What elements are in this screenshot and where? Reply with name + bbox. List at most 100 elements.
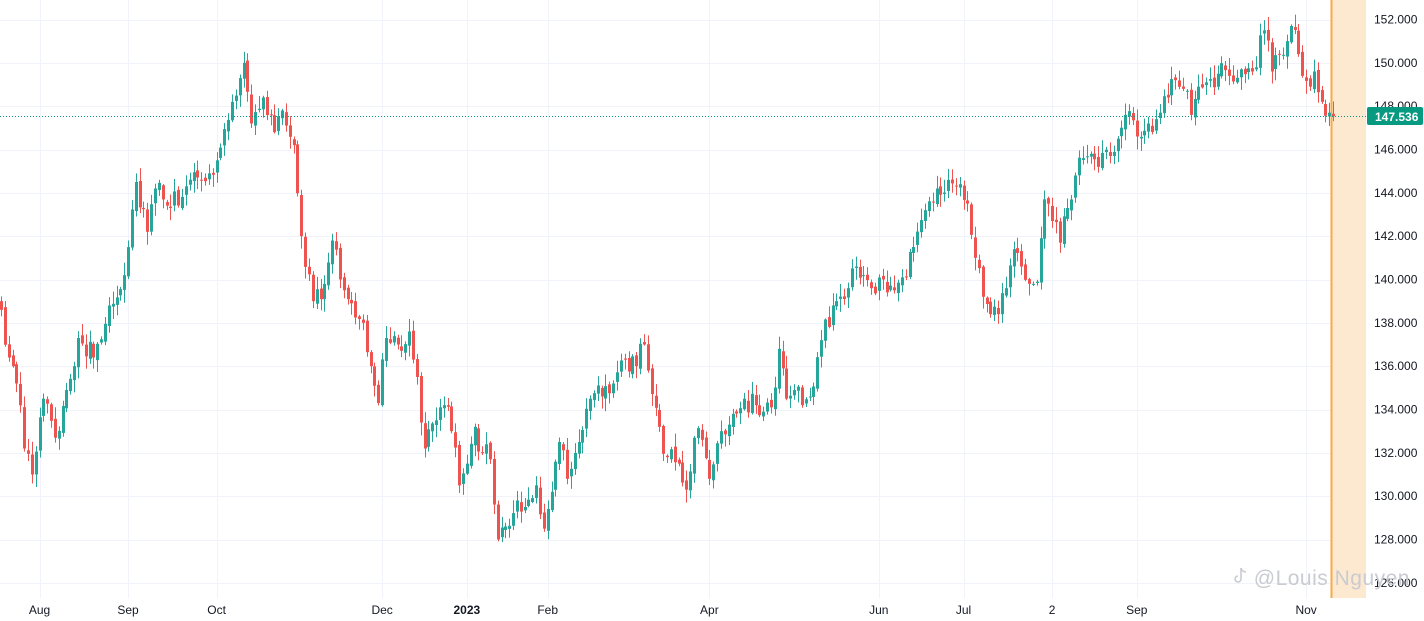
candle-body bbox=[681, 462, 684, 483]
candle-body bbox=[735, 411, 738, 414]
candle-up bbox=[1005, 276, 1008, 298]
candle-body bbox=[293, 139, 296, 146]
candle-up bbox=[1159, 104, 1162, 125]
candle-up bbox=[1128, 104, 1131, 125]
candle-down bbox=[0, 296, 3, 317]
candle-up bbox=[254, 104, 257, 136]
time-axis-bg bbox=[0, 598, 1366, 621]
candle-body bbox=[847, 288, 850, 298]
candle-down bbox=[886, 270, 889, 297]
candle-body bbox=[889, 285, 892, 290]
candle-body bbox=[978, 259, 981, 269]
candle-up bbox=[943, 179, 946, 202]
tiktok-icon bbox=[1232, 567, 1248, 591]
candle-body bbox=[1051, 205, 1054, 221]
candle-body bbox=[208, 173, 211, 180]
candle-up bbox=[1066, 198, 1069, 222]
candle-body bbox=[1170, 79, 1173, 96]
candle-body bbox=[789, 395, 792, 399]
candle-up bbox=[1263, 20, 1266, 45]
candle-up bbox=[824, 318, 827, 349]
candle-body bbox=[720, 431, 723, 444]
candle-body bbox=[112, 303, 115, 307]
candle-up bbox=[116, 285, 119, 316]
candle-up bbox=[42, 393, 45, 422]
candle-up bbox=[616, 360, 619, 391]
candle-body bbox=[370, 352, 373, 367]
candle-down bbox=[882, 268, 885, 290]
candle-body bbox=[181, 196, 184, 209]
candle-down bbox=[304, 232, 307, 279]
candle-up bbox=[150, 194, 153, 236]
candle-body bbox=[1070, 199, 1073, 211]
candle-body bbox=[219, 147, 222, 158]
candle-body bbox=[859, 266, 862, 278]
candle-body bbox=[612, 383, 615, 394]
candle-body bbox=[85, 344, 88, 357]
candle-body bbox=[1286, 41, 1289, 57]
candle-down bbox=[674, 433, 677, 471]
candle-body bbox=[119, 289, 122, 296]
candle-up bbox=[258, 95, 261, 113]
candle-up bbox=[1155, 109, 1158, 134]
candle-down bbox=[974, 226, 977, 271]
candle-up bbox=[820, 329, 823, 368]
candle-up bbox=[112, 291, 115, 320]
time-axis[interactable]: Aug Sep Oct Dec 2023 Feb Apr Jun Jul 2 Sep Nov bbox=[0, 598, 1366, 621]
candle-body bbox=[689, 471, 692, 491]
candle-body bbox=[493, 458, 496, 505]
candle-up bbox=[739, 401, 742, 425]
candle-up bbox=[466, 454, 469, 475]
candle-body bbox=[243, 62, 246, 79]
candle-up bbox=[485, 432, 488, 465]
candle-body bbox=[216, 160, 219, 173]
candle-down bbox=[177, 186, 180, 208]
candle-body bbox=[527, 499, 530, 507]
candle-body bbox=[989, 301, 992, 315]
candle-down bbox=[951, 169, 954, 193]
candle-up bbox=[670, 446, 673, 463]
candle-body bbox=[1036, 281, 1039, 283]
candle-body bbox=[920, 220, 923, 233]
candle-down bbox=[963, 180, 966, 210]
candle-down bbox=[335, 232, 338, 256]
candle-up bbox=[1194, 90, 1197, 126]
candle-body bbox=[139, 181, 142, 208]
candle-body bbox=[96, 343, 99, 361]
candle-down bbox=[1097, 146, 1100, 173]
watermark-text: @Louis Nguyen bbox=[1253, 567, 1410, 590]
candle-down bbox=[658, 403, 661, 432]
candle-body bbox=[331, 240, 334, 265]
candle-down bbox=[412, 320, 415, 364]
candle-body bbox=[1120, 127, 1123, 137]
price-tick-label: 146.000 bbox=[1374, 143, 1418, 157]
candle-body bbox=[223, 129, 226, 146]
candle-body bbox=[1201, 84, 1204, 88]
candle-up bbox=[1163, 89, 1166, 118]
candle-down bbox=[1055, 207, 1058, 234]
candle-body bbox=[1047, 198, 1050, 204]
candle-up bbox=[119, 286, 122, 301]
candle-body bbox=[581, 430, 584, 443]
candle-body bbox=[651, 368, 654, 395]
candle-body bbox=[389, 339, 392, 343]
candle-down bbox=[85, 334, 88, 369]
candle-up bbox=[135, 173, 138, 217]
candle-up bbox=[570, 461, 573, 489]
candle-body bbox=[474, 426, 477, 446]
price-tick-label: 128.000 bbox=[1374, 533, 1418, 547]
candle-down bbox=[497, 500, 500, 542]
candle-down bbox=[539, 476, 542, 519]
candle-body bbox=[674, 446, 677, 463]
candle-up bbox=[1013, 241, 1016, 278]
candle-body bbox=[1251, 68, 1254, 72]
time-tick-label: Aug bbox=[29, 603, 50, 617]
candle-down bbox=[758, 394, 761, 418]
price-axis[interactable]: 126.000 128.000 130.000 132.000 134.000 136.0… bbox=[1366, 0, 1424, 621]
candle-body bbox=[516, 500, 519, 512]
candle-body bbox=[250, 94, 253, 124]
candle-body bbox=[108, 305, 111, 326]
candle-up bbox=[847, 282, 850, 308]
candle-body bbox=[886, 281, 889, 293]
